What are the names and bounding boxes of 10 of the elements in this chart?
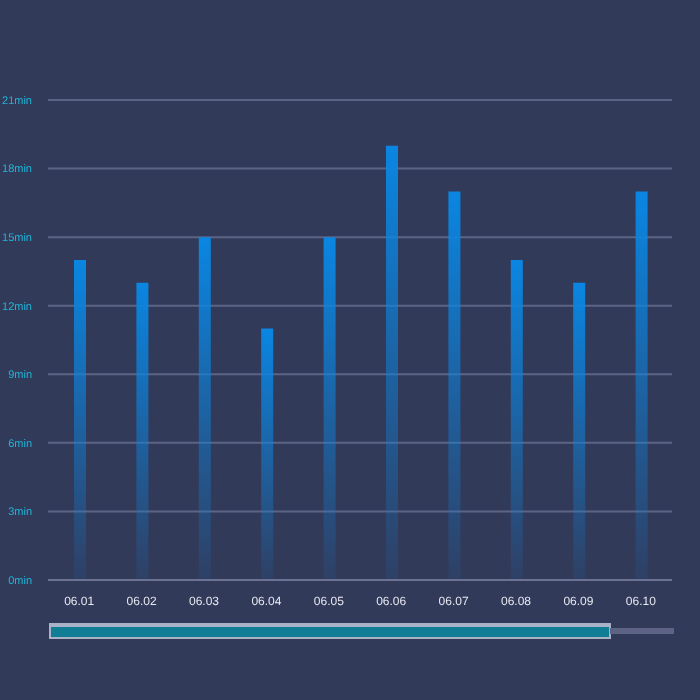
bar [74,260,86,580]
bar [261,328,274,580]
bar [448,191,461,580]
bar [323,237,336,580]
bar [510,260,523,580]
bar [198,237,211,580]
bar [635,191,648,580]
bar [136,282,149,580]
bar [573,282,586,580]
bar [386,145,398,580]
